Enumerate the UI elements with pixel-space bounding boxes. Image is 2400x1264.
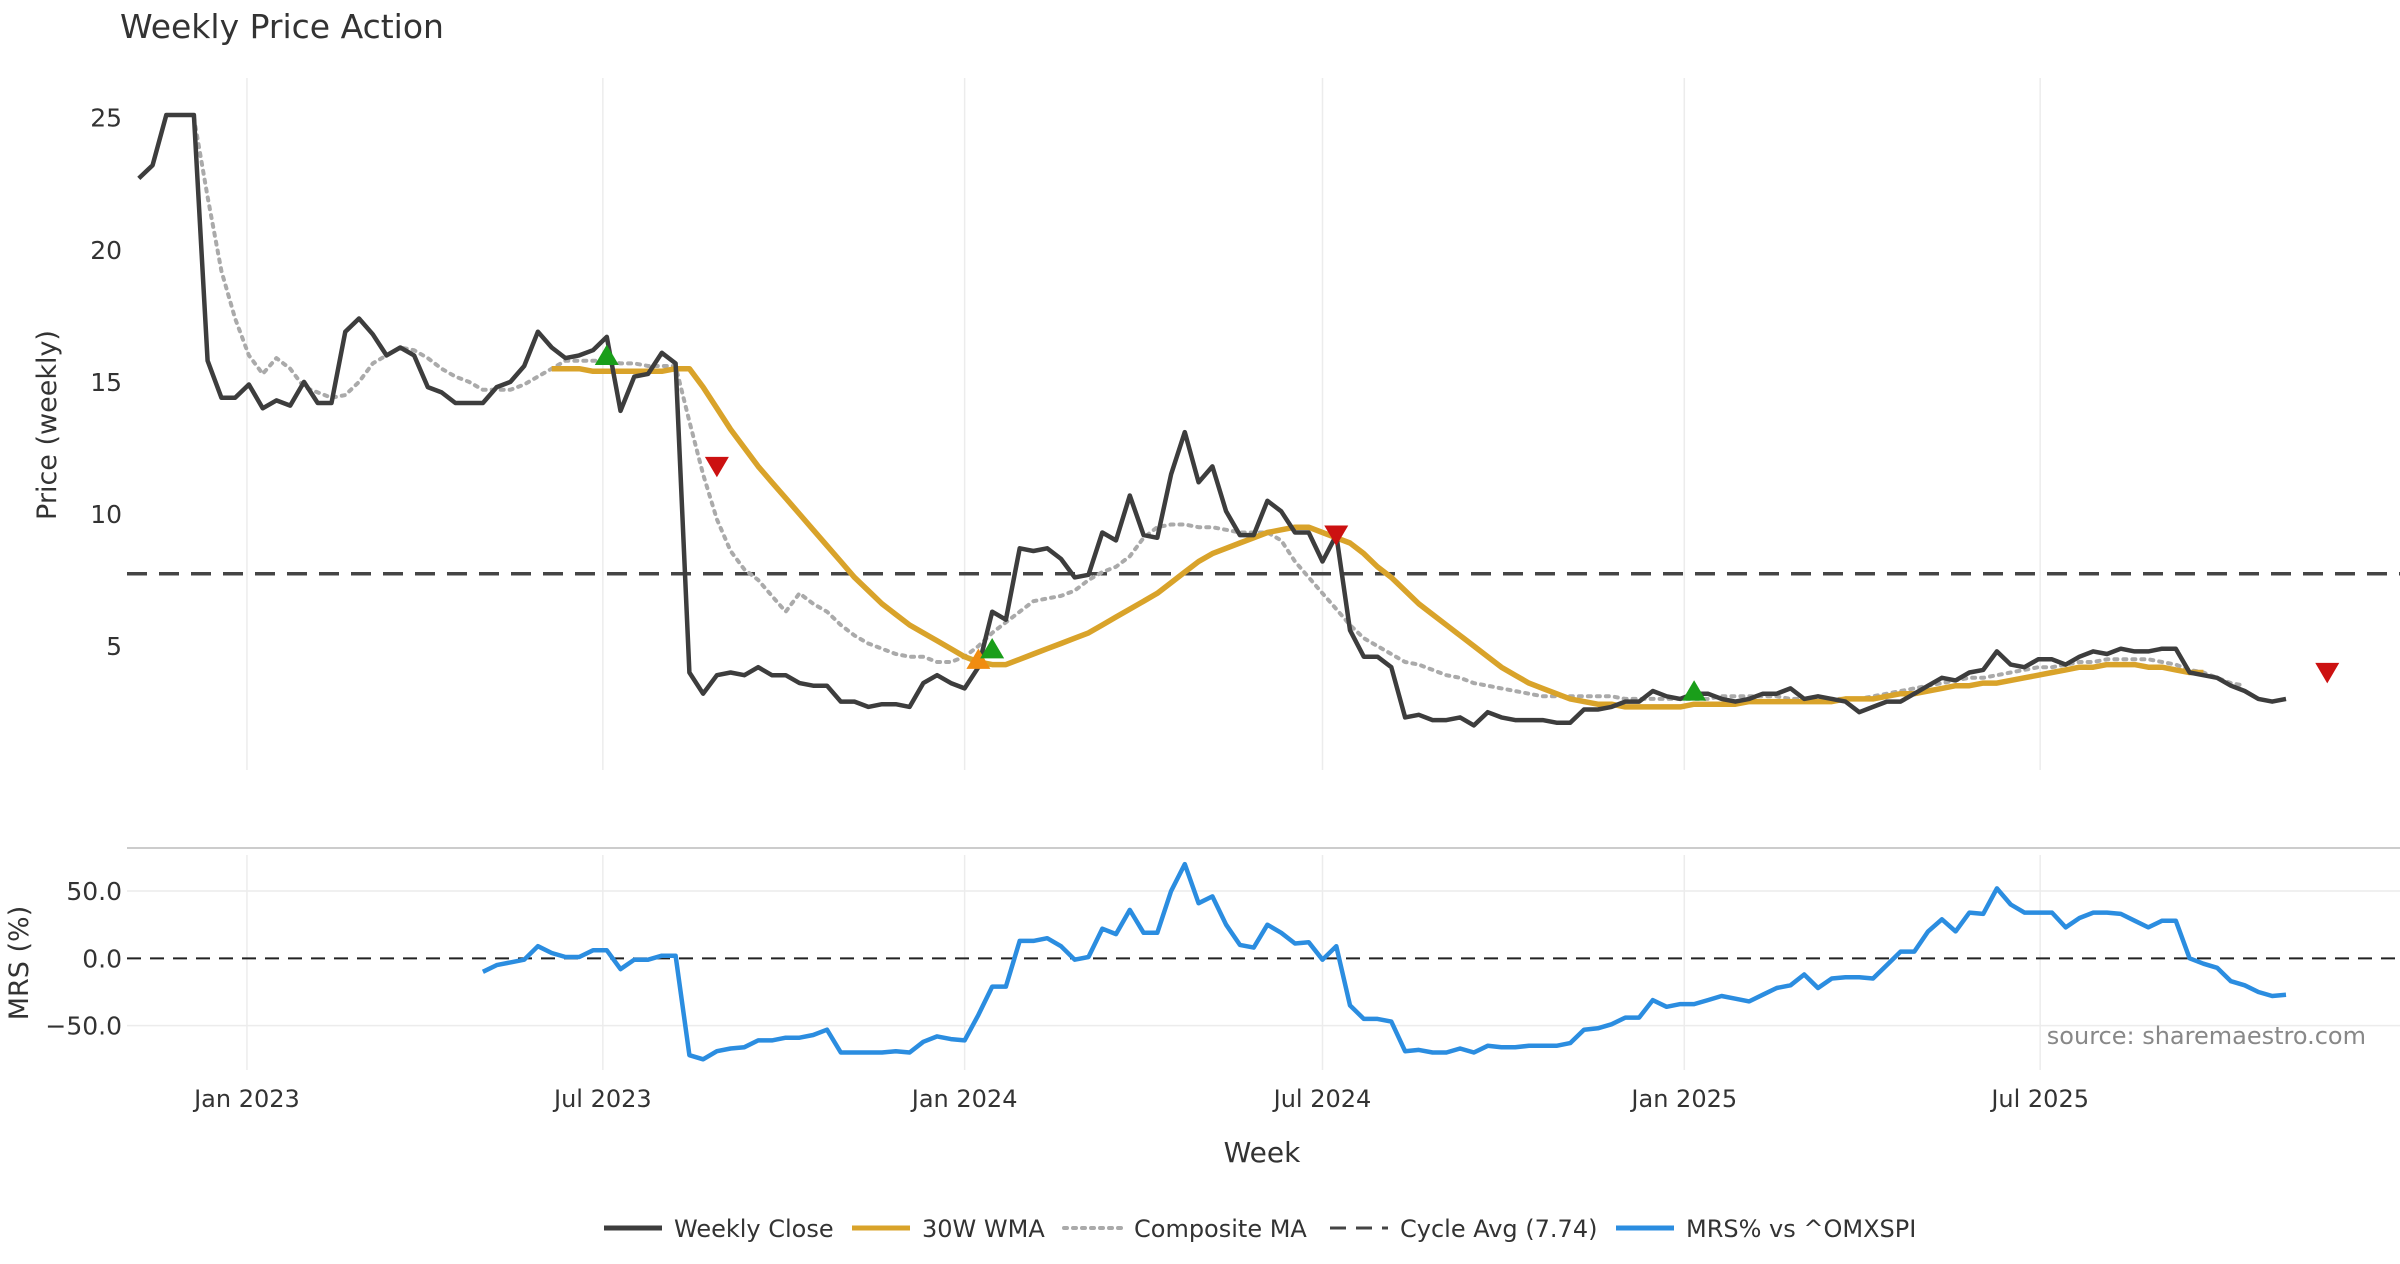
price-y-tick-label: 20: [90, 236, 122, 265]
buy-signal-marker: [966, 648, 991, 669]
price-y-axis-label: Price (weekly): [32, 330, 63, 520]
sell-signal-marker: [1324, 525, 1349, 546]
x-axis-label: Week: [1224, 1136, 1301, 1169]
price-y-tick-label: 10: [90, 500, 122, 529]
price-y-tick-label: 15: [90, 368, 122, 397]
buy-signal-marker: [980, 637, 1005, 659]
legend: Weekly Close 30W WMA Composite MA Cycle Avg…: [604, 1215, 1916, 1243]
mrs-line: [481, 861, 2287, 1062]
x-tick-label: Jan 2025: [1629, 1085, 1737, 1113]
legend-label: 30W WMA: [922, 1215, 1045, 1243]
x-tick-label: Jul 2023: [552, 1085, 652, 1113]
x-tick-label: Jul 2025: [1989, 1085, 2089, 1113]
mrs-y-tick-label: 0.0: [82, 944, 122, 973]
buy-signal-marker: [594, 344, 619, 366]
x-tick-label: Jul 2024: [1272, 1085, 1372, 1113]
x-tick-label: Jan 2023: [192, 1085, 300, 1113]
mrs-y-tick-label: −50.0: [45, 1012, 122, 1041]
wma-30w-line: [551, 365, 2204, 710]
legend-label: MRS% vs ^OMXSPI: [1686, 1215, 1916, 1243]
composite-ma-line: [191, 115, 2247, 701]
legend-label: Composite MA: [1134, 1215, 1307, 1243]
mrs-y-tick-label: 50.0: [66, 877, 122, 906]
price-y-tick-label: 5: [106, 632, 122, 661]
price-y-tick-label: 25: [90, 104, 122, 133]
legend-label: Cycle Avg (7.74): [1400, 1215, 1597, 1243]
legend-label: Weekly Close: [674, 1215, 834, 1243]
source-annotation: source: sharemaestro.com: [2047, 1022, 2366, 1050]
chart-title: Weekly Price Action: [120, 7, 444, 46]
sell-signal-marker: [704, 456, 729, 478]
weekly-close-line: [137, 112, 2287, 728]
x-tick-label: Jan 2024: [910, 1085, 1018, 1113]
mrs-y-axis-label: MRS (%): [4, 906, 35, 1021]
sell-signal-marker: [2315, 662, 2340, 684]
buy-signal-marker: [1682, 680, 1707, 701]
